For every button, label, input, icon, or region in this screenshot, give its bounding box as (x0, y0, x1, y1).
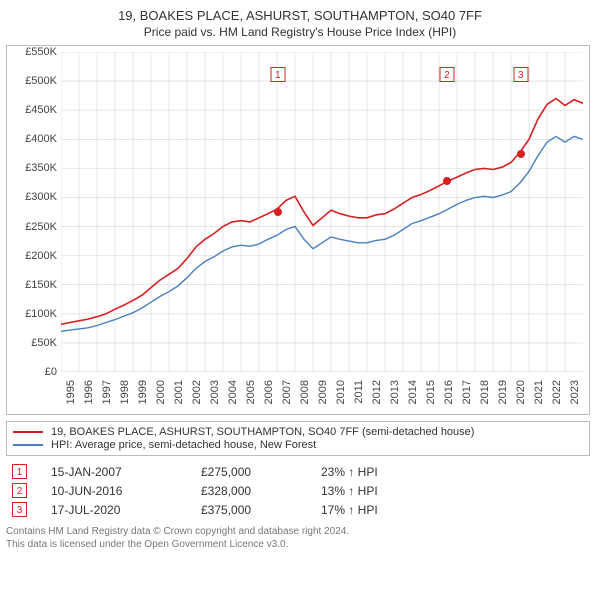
footer-line-1: Contains HM Land Registry data © Crown c… (6, 525, 594, 538)
legend-label: HPI: Average price, semi-detached house,… (51, 439, 316, 451)
plot-svg (61, 52, 583, 372)
y-axis-label: £300K (9, 191, 57, 203)
y-axis-label: £200K (9, 250, 57, 262)
x-axis-label: 1997 (101, 380, 113, 404)
legend: 19, BOAKES PLACE, ASHURST, SOUTHAMPTON, … (6, 421, 590, 456)
x-axis-label: 1995 (65, 380, 77, 404)
x-axis-label: 2022 (551, 380, 563, 404)
x-axis-label: 2005 (245, 380, 257, 404)
x-axis-label: 2012 (371, 380, 383, 404)
y-axis-label: £450K (9, 104, 57, 116)
x-axis-label: 1996 (83, 380, 95, 404)
x-axis-label: 2015 (425, 380, 437, 404)
sale-date: 10-JUN-2016 (51, 484, 201, 498)
sale-price: £375,000 (201, 503, 321, 517)
sale-annotation-flag: 1 (12, 464, 27, 479)
sale-hpi-delta: 17% ↑ HPI (321, 503, 421, 517)
y-axis-label: £50K (9, 337, 57, 349)
sale-marker-dot (517, 150, 525, 158)
legend-item: HPI: Average price, semi-detached house,… (13, 439, 583, 451)
x-axis-label: 2001 (173, 380, 185, 404)
x-axis-label: 2018 (479, 380, 491, 404)
sale-marker-flag: 3 (513, 67, 528, 82)
x-axis-label: 2008 (299, 380, 311, 404)
x-axis-label: 2004 (227, 380, 239, 404)
sale-annotation-flag: 2 (12, 483, 27, 498)
sale-marker-dot (443, 177, 451, 185)
y-axis-label: £250K (9, 221, 57, 233)
sale-annotation-row: 2 10-JUN-2016£328,00013% ↑ HPI (6, 483, 590, 498)
x-axis-label: 2009 (317, 380, 329, 404)
x-axis-label: 2010 (335, 380, 347, 404)
sale-marker-flag: 2 (439, 67, 454, 82)
x-axis-label: 2017 (461, 380, 473, 404)
sale-marker-flag: 1 (270, 67, 285, 82)
sale-annotation-row: 3 17-JUL-2020£375,00017% ↑ HPI (6, 502, 590, 517)
x-axis-label: 2013 (389, 380, 401, 404)
x-axis-label: 2023 (569, 380, 581, 404)
x-axis-labels: 1995 1996 1997 1998 1999 2000 2001 2002 2003 2004… (61, 378, 583, 412)
x-axis-label: 2014 (407, 380, 419, 404)
legend-swatch (13, 444, 43, 446)
x-axis-label: 1998 (119, 380, 131, 404)
series-line (61, 99, 583, 325)
y-axis-label: £0 (9, 366, 57, 378)
y-axis-label: £550K (9, 46, 57, 58)
y-axis-label: £500K (9, 75, 57, 87)
chart-subtitle: Price paid vs. HM Land Registry's House … (6, 25, 594, 39)
sale-hpi-delta: 13% ↑ HPI (321, 484, 421, 498)
footer-line-2: This data is licensed under the Open Gov… (6, 538, 594, 551)
chart-title: 19, BOAKES PLACE, ASHURST, SOUTHAMPTON, … (6, 8, 594, 23)
x-axis-label: 2003 (209, 380, 221, 404)
x-axis-label: 2002 (191, 380, 203, 404)
sale-price: £328,000 (201, 484, 321, 498)
y-axis-label: £400K (9, 133, 57, 145)
legend-label: 19, BOAKES PLACE, ASHURST, SOUTHAMPTON, … (51, 426, 474, 438)
sales-annotations: 1 15-JAN-2007£275,00023% ↑ HPI 2 10-JUN-201… (6, 464, 590, 517)
y-axis-label: £350K (9, 162, 57, 174)
plot-area: 1 2 3 (61, 52, 583, 372)
x-axis-label: 2011 (353, 380, 365, 404)
sale-annotation-flag: 3 (12, 502, 27, 517)
sale-marker-dot (274, 208, 282, 216)
x-axis-label: 2020 (515, 380, 527, 404)
x-axis-label: 1999 (137, 380, 149, 404)
x-axis-label: 2019 (497, 380, 509, 404)
x-axis-label: 2000 (155, 380, 167, 404)
x-axis-label: 2016 (443, 380, 455, 404)
chart-container: 1 2 3 1995 1996 1997 1998 1999 2000 2001 2002 2003… (6, 45, 590, 415)
y-axis-label: £100K (9, 308, 57, 320)
sale-price: £275,000 (201, 465, 321, 479)
legend-swatch (13, 431, 43, 433)
x-axis-label: 2006 (263, 380, 275, 404)
footer-attribution: Contains HM Land Registry data © Crown c… (6, 525, 594, 551)
sale-hpi-delta: 23% ↑ HPI (321, 465, 421, 479)
legend-item: 19, BOAKES PLACE, ASHURST, SOUTHAMPTON, … (13, 426, 583, 438)
x-axis-label: 2021 (533, 380, 545, 404)
x-axis-label: 2007 (281, 380, 293, 404)
sale-date: 15-JAN-2007 (51, 465, 201, 479)
y-axis-label: £150K (9, 279, 57, 291)
sale-date: 17-JUL-2020 (51, 503, 201, 517)
sale-annotation-row: 1 15-JAN-2007£275,00023% ↑ HPI (6, 464, 590, 479)
